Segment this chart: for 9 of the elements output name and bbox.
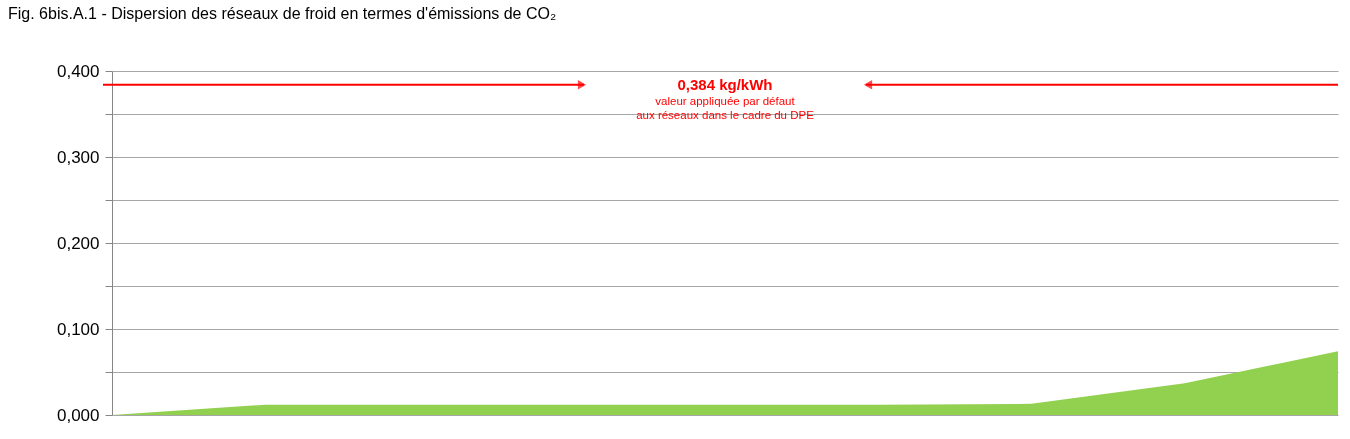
y-tick-label: 0,200: [56, 233, 100, 253]
y-tick-label: 0,300: [56, 147, 100, 167]
chart-title: Fig. 6bis.A.1 - Dispersion des réseaux de froid en termes d'émissions de CO₂: [8, 5, 557, 22]
ref-line-label: 0,384 kg/kWh: [677, 75, 773, 93]
y-tick-label: 0,000: [56, 405, 100, 425]
annotation: aux réseaux dans le cadre du DPE: [636, 108, 815, 121]
y-tick-label: 0,400: [56, 61, 100, 81]
annotation: valeur appliquée par défaut: [655, 94, 796, 107]
y-tick-label: 0,100: [56, 319, 100, 339]
